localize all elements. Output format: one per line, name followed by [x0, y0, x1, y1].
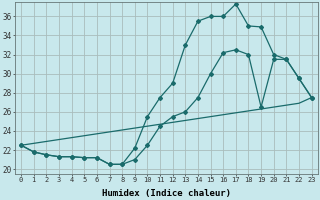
- X-axis label: Humidex (Indice chaleur): Humidex (Indice chaleur): [102, 189, 231, 198]
